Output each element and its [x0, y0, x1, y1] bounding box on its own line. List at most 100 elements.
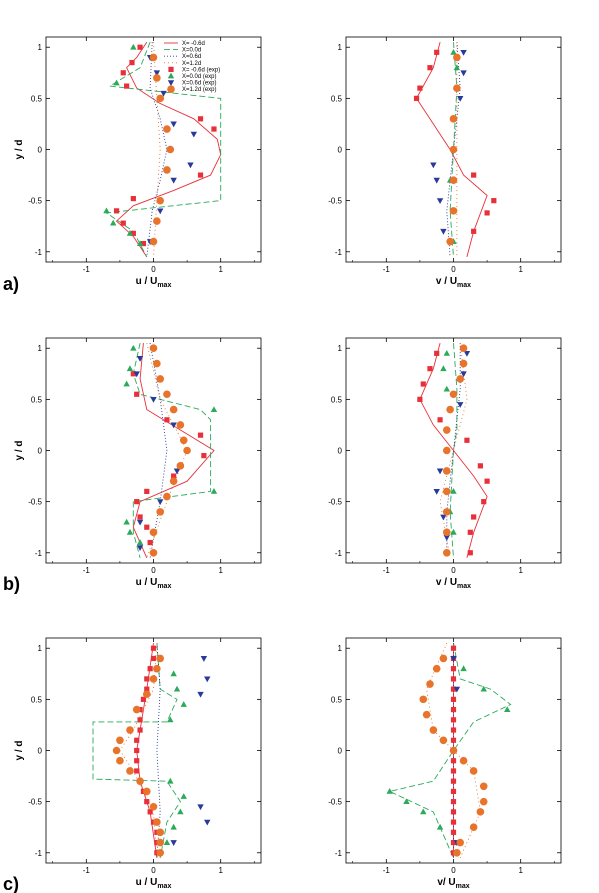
data-point-x_12 [449, 207, 458, 215]
data-point-x_00 [180, 701, 187, 707]
data-point-x_06 [436, 468, 444, 475]
data-point-x_00 [180, 793, 187, 799]
data-point-x_06 [450, 656, 457, 662]
data-point-x_m06 [144, 524, 150, 530]
x-axis-label-main: u / U [136, 577, 158, 588]
data-point-x_12 [179, 436, 188, 445]
series-line-x_m06 [419, 342, 488, 559]
x-axis-label-sub: max [457, 583, 471, 590]
data-point-x_00 [386, 788, 393, 794]
data-point-x_06 [453, 686, 461, 693]
legend-label: X=0.6d [182, 54, 201, 60]
data-point-x_12 [183, 446, 191, 455]
panel-label: a) [3, 274, 19, 294]
x-tick-label: 0 [151, 566, 156, 575]
data-point-x_m06 [129, 59, 135, 66]
data-point-x_m06 [450, 788, 457, 795]
data-point-x_m06 [450, 686, 457, 692]
data-point-x_m06 [450, 706, 457, 713]
series-line-x_00 [449, 42, 458, 257]
data-point-x_m06 [450, 799, 457, 805]
data-point-x_12 [156, 508, 165, 516]
y-tick-label: 0 [338, 447, 343, 456]
data-point-x_12 [442, 487, 451, 496]
data-point-x_12 [136, 777, 144, 785]
data-point-x_m06 [137, 514, 143, 520]
data-point-x_m06 [211, 126, 217, 132]
series-line-x_00 [105, 41, 222, 258]
data-point-x_06 [440, 228, 447, 235]
y-tick-label: 1 [38, 644, 43, 653]
data-point-x_06 [463, 350, 471, 357]
x-tick-label: -1 [83, 866, 91, 875]
x-tick-label: -1 [383, 265, 391, 274]
data-point-x_12 [422, 710, 431, 719]
data-point-x_12 [419, 695, 428, 704]
data-point-x_m06 [150, 645, 157, 651]
data-point-x_m06 [417, 85, 423, 91]
data-point-x_12 [126, 767, 134, 775]
x-tick-label: 1 [218, 265, 223, 274]
x-axis-label: v / Umax [436, 276, 471, 289]
data-point-x_06 [457, 402, 464, 408]
legend-label: X=1.2d [182, 61, 201, 67]
y-tick-label: -0.5 [28, 197, 42, 206]
data-point-x_m06 [134, 499, 140, 505]
legend-label: X=0.6d (exp) [182, 81, 217, 87]
y-tick-label: -1 [335, 849, 343, 858]
y-tick-label: -1 [35, 849, 43, 858]
data-point-x_12 [166, 145, 175, 154]
data-point-x_m06 [450, 696, 457, 702]
data-point-x_m06 [471, 514, 477, 520]
y-axis-label: y / d [14, 740, 25, 760]
data-point-x_m06 [450, 676, 457, 682]
data-point-x_m06 [201, 453, 207, 459]
data-point-x_m06 [450, 819, 457, 825]
data-point-x_06 [197, 804, 204, 811]
data-point-x_m06 [147, 666, 153, 672]
series-line-x_06 [156, 643, 161, 858]
data-point-x_12 [453, 53, 461, 62]
data-point-x_06 [160, 90, 167, 97]
data-point-x_00 [450, 528, 457, 535]
data-point-x_12 [442, 528, 451, 537]
data-point-x_m06 [164, 417, 170, 423]
x-axis-label-main: u / U [136, 276, 158, 287]
data-point-x_00 [480, 685, 487, 692]
data-point-x_m06 [491, 198, 497, 204]
data-point-x_12 [453, 84, 461, 92]
data-point-x_12 [429, 726, 438, 734]
data-point-x_m06 [434, 49, 440, 55]
series-line-x_00 [388, 643, 512, 859]
data-point-x_00 [420, 808, 427, 815]
data-point-x_12 [449, 115, 458, 123]
x-axis-label-sub: max [157, 883, 171, 890]
data-point-x_00 [440, 365, 447, 372]
legend-marker-x_m06 [168, 66, 174, 72]
data-point-x_12 [149, 802, 158, 811]
data-point-x_m06 [197, 172, 204, 178]
x-axis-label-main: u / U [136, 877, 158, 888]
data-point-x_12 [142, 787, 151, 796]
data-point-x_00 [177, 808, 184, 815]
data-point-x_06 [153, 70, 161, 77]
legend-label: X= -0.6d (exp) [182, 67, 220, 73]
data-point-x_m06 [171, 473, 177, 479]
series-line-x_m06 [115, 41, 222, 258]
data-point-x_m06 [137, 717, 143, 723]
data-point-x_12 [449, 390, 458, 399]
data-point-x_m06 [450, 829, 457, 835]
x-tick-label: -1 [83, 265, 91, 274]
x-axis-label: u / Umax [136, 877, 172, 890]
data-point-x_12 [169, 477, 178, 485]
data-point-x_06 [433, 489, 440, 495]
data-point-x_m06 [450, 758, 457, 764]
data-point-x_12 [446, 405, 454, 414]
chart-panel-1: -1 0 1 -1 -0.5 0 0.5 1 u / Umax y / d a) [3, 36, 262, 294]
data-point-x_m06 [450, 839, 457, 846]
x-tick-label: 1 [518, 265, 523, 274]
data-point-x_m06 [471, 172, 477, 178]
data-point-x_06 [136, 519, 144, 526]
series-line-x_m06 [132, 343, 215, 559]
legend-marker-x_12 [167, 85, 175, 93]
